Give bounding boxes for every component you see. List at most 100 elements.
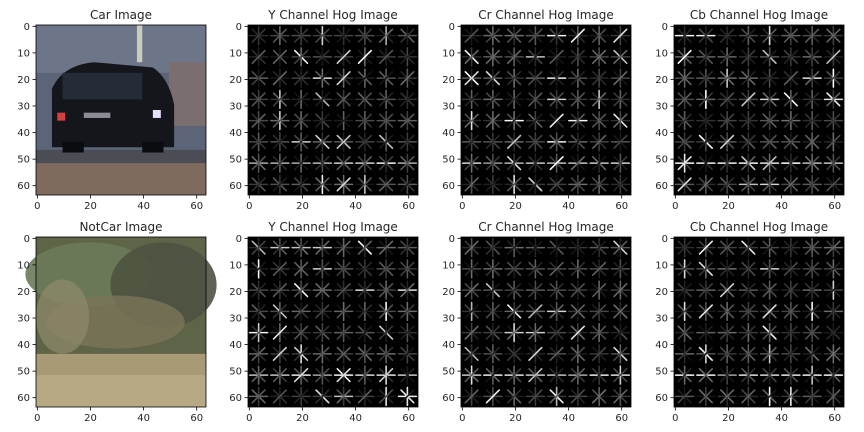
hog-gradient-line bbox=[507, 113, 522, 128]
hog-gradient-line bbox=[336, 240, 351, 255]
hog-gradient-line bbox=[805, 261, 820, 276]
x-tick-label: 40 bbox=[349, 201, 362, 212]
hog-gradient-line bbox=[272, 134, 287, 149]
hog-gradient-line bbox=[698, 134, 713, 149]
hog-gradient-line bbox=[549, 177, 564, 192]
hog-gradient-line bbox=[528, 389, 543, 404]
hog-gradient-line bbox=[379, 177, 394, 192]
subplot-2: Y Channel Hog Image 0 20 40 60 0 10 20 30 40 50 60 bbox=[229, 8, 419, 212]
hog-gradient-line bbox=[294, 28, 309, 43]
hog-gradient-line bbox=[549, 325, 564, 340]
hog-gradient-line bbox=[549, 261, 564, 276]
hog-gradient-line bbox=[762, 304, 777, 319]
hog-gradient-line bbox=[741, 304, 756, 319]
hog-gradient-line bbox=[357, 240, 372, 255]
hog-gradient-line bbox=[805, 240, 820, 255]
hog-gradient-line bbox=[677, 346, 692, 361]
hog-gradient-line bbox=[272, 71, 287, 86]
hog-gradient-line bbox=[570, 346, 585, 361]
hog-gradient-line bbox=[826, 134, 841, 149]
hog-gradient-line bbox=[251, 113, 266, 128]
subplot-4: Cb Channel Hog Image 0 20 40 60 0 10 20 30 40 50 60 bbox=[655, 8, 845, 212]
hog-gradient-line bbox=[357, 28, 372, 43]
hog-gradient-line bbox=[294, 92, 309, 107]
hog-gradient-line bbox=[783, 283, 798, 298]
hog-gradient-line bbox=[762, 134, 777, 149]
subplot-title: Cr Channel Hog Image bbox=[478, 8, 614, 22]
hog-gradient-line bbox=[294, 304, 309, 319]
hog-gradient-line bbox=[336, 389, 351, 404]
hog-gradient-line bbox=[485, 304, 500, 319]
hog-gradient-line bbox=[336, 134, 351, 149]
hog-gradient-line bbox=[251, 304, 266, 319]
hog-gradient-line bbox=[741, 156, 756, 171]
hog-gradient-line bbox=[379, 346, 394, 361]
hog-gradient-line bbox=[294, 240, 309, 255]
hog-gradient-line bbox=[464, 134, 479, 149]
hog-gradient-line bbox=[485, 368, 500, 383]
y-tick-label: 50 bbox=[17, 367, 30, 378]
hog-gradient-line bbox=[400, 177, 415, 192]
hog-gradient-line bbox=[464, 304, 479, 319]
hog-gradient-line bbox=[336, 92, 351, 107]
hog-gradient-line bbox=[805, 283, 820, 298]
hog-gradient-line bbox=[485, 389, 500, 404]
hog-gradient-line bbox=[783, 177, 798, 192]
hog-gradient-line bbox=[315, 261, 330, 276]
hog-gradient-line bbox=[336, 261, 351, 276]
hog-gradient-line bbox=[826, 368, 841, 383]
subplot-title: Y Channel Hog Image bbox=[267, 8, 398, 22]
x-tick-label: 20 bbox=[84, 201, 97, 212]
ground-pixel bbox=[36, 375, 206, 407]
y-tick-label: 40 bbox=[655, 340, 668, 351]
y-tick-label: 40 bbox=[442, 340, 455, 351]
hog-gradient-line bbox=[741, 177, 756, 192]
subplot-title: Cb Channel Hog Image bbox=[690, 8, 828, 22]
hog-gradient-line bbox=[464, 346, 479, 361]
hog-gradient-line bbox=[549, 49, 564, 64]
hog-gradient-line bbox=[507, 261, 522, 276]
hog-gradient-line bbox=[251, 368, 266, 383]
hog-gradient-line bbox=[805, 28, 820, 43]
hog-gradient-line bbox=[528, 368, 543, 383]
hog-gradient-line bbox=[507, 177, 522, 192]
hog-gradient-line bbox=[720, 346, 735, 361]
y-tick-label: 10 bbox=[442, 260, 455, 271]
hog-gradient-line bbox=[762, 346, 777, 361]
x-tick-label: 60 bbox=[190, 201, 203, 212]
hog-gradient-line bbox=[783, 28, 798, 43]
y-tick-label: 40 bbox=[17, 340, 30, 351]
hog-gradient-line bbox=[570, 92, 585, 107]
hog-gradient-line bbox=[464, 325, 479, 340]
hog-gradient-line bbox=[315, 368, 330, 383]
hog-gradient-line bbox=[379, 283, 394, 298]
hog-gradient-line bbox=[379, 49, 394, 64]
hog-gradient-line bbox=[741, 71, 756, 86]
hog-gradient-line bbox=[805, 134, 820, 149]
hog-gradient-line bbox=[379, 28, 394, 43]
hog-gradient-line bbox=[336, 28, 351, 43]
hog-gradient-line bbox=[507, 134, 522, 149]
x-tick-label: 60 bbox=[402, 201, 415, 212]
hog-gradient-line bbox=[272, 283, 287, 298]
hog-gradient-line bbox=[570, 304, 585, 319]
x-tick-label: 60 bbox=[828, 413, 841, 424]
subplot-title: NotCar Image bbox=[79, 220, 162, 234]
hog-gradient-line bbox=[400, 156, 415, 171]
hog-gradient-line bbox=[613, 389, 628, 404]
y-tick-label: 0 bbox=[236, 234, 242, 245]
y-tick-label: 50 bbox=[655, 155, 668, 166]
hog-gradient-line bbox=[336, 156, 351, 171]
y-tick-label: 40 bbox=[17, 128, 30, 139]
x-tick-label: 0 bbox=[246, 413, 252, 424]
y-tick-label: 30 bbox=[655, 314, 668, 325]
hog-gradient-line bbox=[720, 261, 735, 276]
hog-gradient-line bbox=[762, 325, 777, 340]
hog-gradient-line bbox=[294, 49, 309, 64]
hog-gradient-line bbox=[251, 134, 266, 149]
hog-gradient-line bbox=[315, 325, 330, 340]
hog-gradient-line bbox=[783, 240, 798, 255]
hog-gradient-line bbox=[464, 389, 479, 404]
hog-gradient-line bbox=[251, 177, 266, 192]
